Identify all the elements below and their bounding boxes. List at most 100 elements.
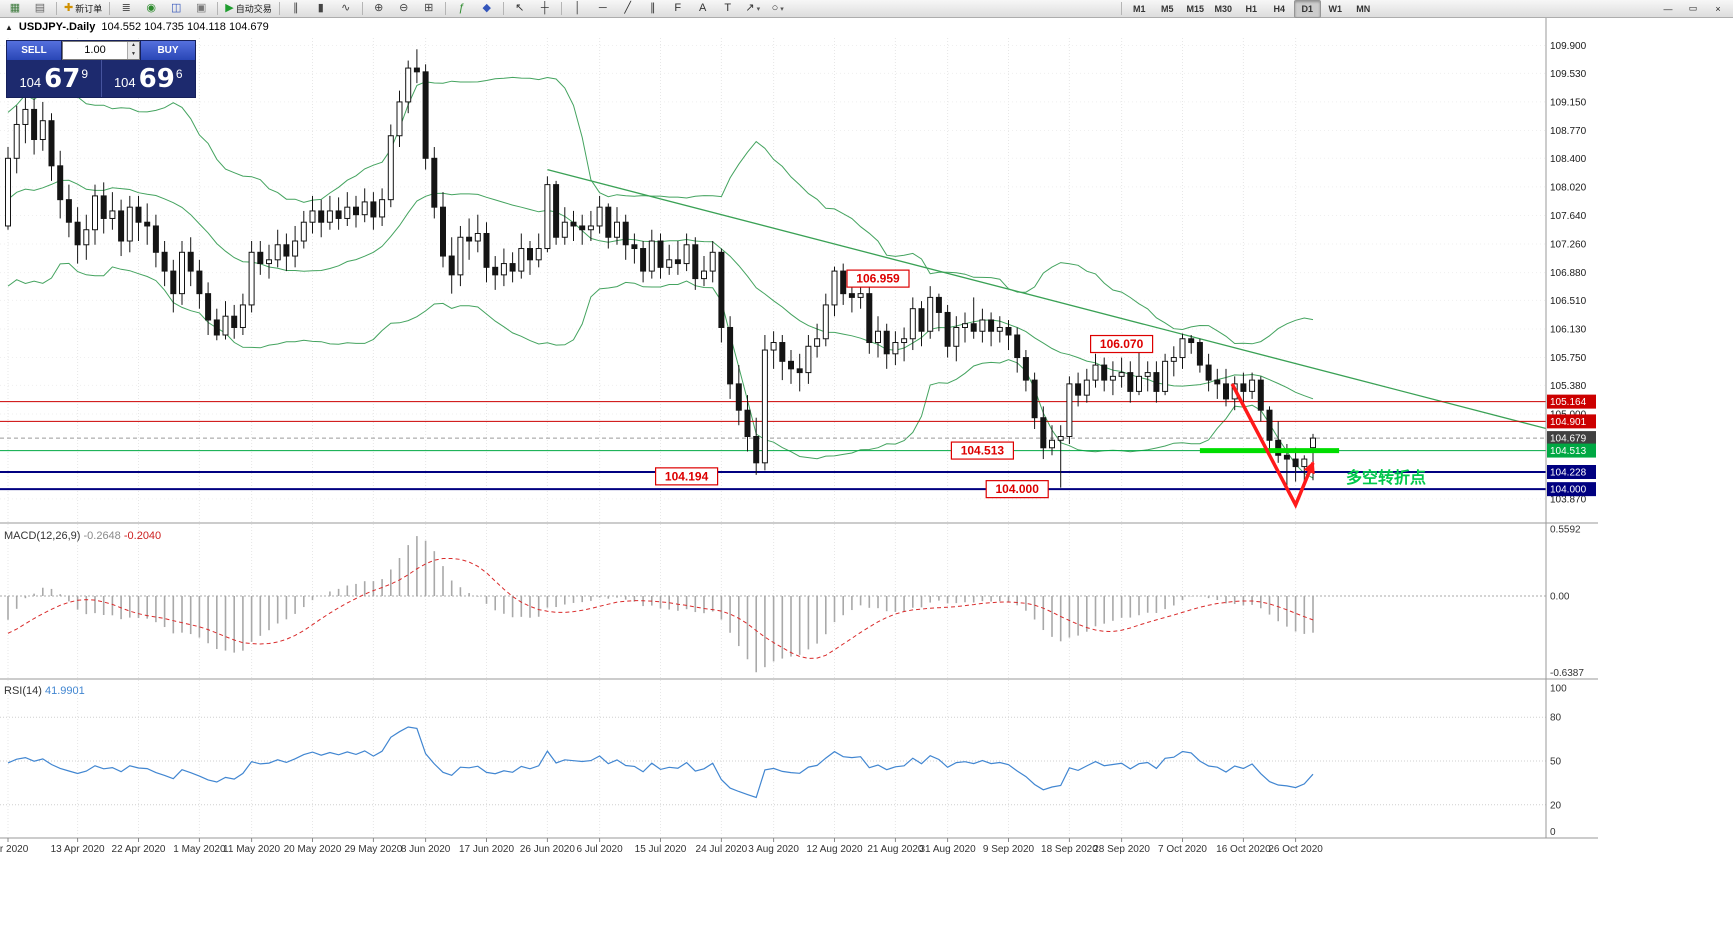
price-panel: 106.959 106.070 104.513 104.194 104.000 多空转折点 bbox=[0, 49, 1546, 510]
cursor-icon: ↖ bbox=[515, 2, 525, 14]
profile-icon: ▤ bbox=[34, 2, 46, 14]
arrows-button[interactable]: ↗ ▾ bbox=[741, 0, 765, 18]
timeframe-m15-button[interactable]: M15 bbox=[1186, 3, 1204, 14]
crosshair-button[interactable]: ┼ bbox=[533, 0, 557, 18]
chart-canvas[interactable]: 106.959 106.070 104.513 104.194 104.000 多空转折点… bbox=[0, 18, 1733, 942]
navigator-button[interactable]: ◫ bbox=[164, 0, 188, 18]
volume-stepper[interactable]: ▲ ▼ bbox=[127, 42, 139, 59]
svg-text:28 Sep 2020: 28 Sep 2020 bbox=[1093, 844, 1150, 855]
svg-text:0: 0 bbox=[1550, 827, 1556, 838]
toolbar-separator bbox=[361, 2, 363, 15]
shapes-button[interactable]: ○ ▾ bbox=[766, 0, 790, 18]
close-button[interactable]: × bbox=[1715, 3, 1721, 14]
volume-input[interactable]: 1.00 ▲ ▼ bbox=[62, 41, 140, 60]
market-watch-button[interactable]: ≣ bbox=[114, 0, 138, 18]
crosshair-icon: ┼ bbox=[540, 2, 549, 14]
panel-icon: ▣ bbox=[196, 2, 207, 14]
new-order-button[interactable]: ✚ 新订单 bbox=[61, 0, 105, 18]
buy-price[interactable]: 104 69 6 bbox=[102, 60, 196, 97]
horizontal-levels bbox=[0, 401, 1546, 491]
svg-text:-0.6387: -0.6387 bbox=[1550, 668, 1584, 679]
timeframe-mn-button[interactable]: MN bbox=[1356, 3, 1371, 14]
fibonacci-button[interactable]: F bbox=[666, 0, 690, 18]
svg-text:104.679: 104.679 bbox=[1550, 434, 1587, 445]
svg-text:80: 80 bbox=[1550, 713, 1562, 724]
channel-button[interactable]: ∥ bbox=[641, 0, 665, 18]
sell-price-base: 104 bbox=[19, 74, 42, 90]
minimize-button[interactable]: — bbox=[1663, 3, 1673, 14]
timeframe-m30-button[interactable]: M30 bbox=[1214, 3, 1232, 14]
line-icon: ∿ bbox=[341, 2, 351, 14]
timeframe-m1-button[interactable]: M1 bbox=[1132, 3, 1146, 14]
trendline-icon: ╱ bbox=[624, 2, 632, 14]
timeframe-h1-button[interactable]: H1 bbox=[1245, 3, 1257, 14]
auto-trading-button-label: 自动交易 bbox=[235, 4, 272, 14]
profiles-button[interactable]: ▤ bbox=[28, 0, 52, 18]
toolbar-separator bbox=[502, 2, 504, 15]
svg-text:107.640: 107.640 bbox=[1550, 211, 1587, 222]
stepper-up-icon[interactable]: ▲ bbox=[131, 42, 136, 48]
rsi-label: RSI(14) 41.9901 bbox=[4, 685, 85, 697]
terminal-button[interactable]: ▣ bbox=[189, 0, 213, 18]
text-button[interactable]: A bbox=[691, 0, 715, 18]
vertical-line-button[interactable]: │ bbox=[566, 0, 590, 18]
history-center-button[interactable]: ◉ bbox=[139, 0, 163, 18]
indicators-button[interactable]: ƒ bbox=[450, 0, 474, 18]
svg-text:12 Aug 2020: 12 Aug 2020 bbox=[806, 844, 863, 855]
panel-toggle-icon[interactable]: ▲ bbox=[5, 22, 13, 32]
buy-button[interactable]: BUY bbox=[141, 41, 195, 60]
chevron-down-icon[interactable]: ▾ bbox=[780, 5, 784, 13]
svg-text:0.5592: 0.5592 bbox=[1550, 524, 1581, 535]
svg-text:105.164: 105.164 bbox=[1550, 397, 1587, 408]
cursor-button[interactable]: ↖ bbox=[508, 0, 532, 18]
restore-button[interactable]: ▭ bbox=[1688, 3, 1698, 13]
svg-text:109.150: 109.150 bbox=[1550, 97, 1587, 108]
chart-grid-icon: ▦ bbox=[9, 2, 21, 14]
bar-chart-button[interactable]: ∥ bbox=[284, 0, 308, 18]
sell-button[interactable]: SELL bbox=[7, 41, 61, 60]
horizontal-line-icon: ─ bbox=[598, 2, 607, 14]
new-chart-button[interactable]: ▦ bbox=[3, 0, 27, 18]
svg-text:106.510: 106.510 bbox=[1550, 296, 1587, 307]
zoom-out-button[interactable]: ⊖ bbox=[392, 0, 416, 18]
timeframe-w1-button[interactable]: W1 bbox=[1328, 3, 1342, 14]
line-chart-button[interactable]: ∿ bbox=[334, 0, 358, 18]
objects-button[interactable]: ◆ bbox=[475, 0, 499, 18]
rsi-axis[interactable]: 100 80 50 20 0 bbox=[1550, 684, 1567, 839]
chevron-down-icon[interactable]: ▾ bbox=[756, 5, 761, 13]
horizontal-line-button[interactable]: ─ bbox=[591, 0, 615, 18]
stepper-down-icon[interactable]: ▼ bbox=[131, 50, 136, 57]
svg-text:22 Apr 2020: 22 Apr 2020 bbox=[112, 844, 166, 855]
sell-price[interactable]: 104 67 9 bbox=[7, 60, 101, 97]
timeframe-d1-button[interactable]: D1 bbox=[1293, 0, 1321, 18]
trade-controls-row: SELL 1.00 ▲ ▼ BUY bbox=[7, 41, 195, 60]
macd-axis[interactable]: 0.5592 0.00 -0.6387 bbox=[1550, 524, 1584, 679]
svg-text:109.900: 109.900 bbox=[1550, 41, 1587, 52]
zoom-in-button[interactable]: ⊕ bbox=[367, 0, 391, 18]
svg-text:105.750: 105.750 bbox=[1550, 353, 1587, 364]
candles-icon: ▮ bbox=[317, 2, 324, 14]
candle-chart-button[interactable]: ▮ bbox=[309, 0, 333, 18]
timeframe-h4-button[interactable]: H4 bbox=[1273, 3, 1285, 14]
one-click-trading-panel: SELL 1.00 ▲ ▼ BUY 104 67 9 104 69 6 bbox=[6, 40, 196, 98]
svg-text:13 Apr 2020: 13 Apr 2020 bbox=[51, 844, 105, 855]
toolbar-separator bbox=[109, 2, 111, 15]
svg-text:108.400: 108.400 bbox=[1550, 154, 1587, 165]
tile-windows-button[interactable]: ⊞ bbox=[417, 0, 441, 18]
trendline-button[interactable]: ╱ bbox=[616, 0, 640, 18]
auto-trading-button[interactable]: ▶ 自动交易 bbox=[222, 0, 274, 18]
book-icon: ◉ bbox=[146, 2, 157, 14]
svg-text:3 Aug 2020: 3 Aug 2020 bbox=[748, 844, 799, 855]
label-button[interactable]: T bbox=[716, 0, 740, 18]
chart-grid bbox=[0, 38, 1546, 836]
ohlc-readout: 104.552 104.735 104.118 104.679 bbox=[101, 21, 269, 33]
timeframe-m5-button[interactable]: M5 bbox=[1160, 3, 1174, 14]
volume-value: 1.00 bbox=[84, 44, 106, 56]
candlestick-series bbox=[5, 49, 1316, 488]
svg-text:8 Jun 2020: 8 Jun 2020 bbox=[401, 844, 451, 855]
time-axis[interactable]: Apr 2020 13 Apr 2020 22 Apr 2020 1 May 2020… bbox=[0, 838, 1323, 855]
window-icon: ◫ bbox=[171, 2, 182, 14]
buy-price-big: 69 bbox=[138, 63, 175, 94]
play-icon: ▶ bbox=[225, 2, 234, 14]
price-axis[interactable]: 109.900 109.530 109.150 108.770 108.400 108.0… bbox=[1547, 41, 1596, 505]
